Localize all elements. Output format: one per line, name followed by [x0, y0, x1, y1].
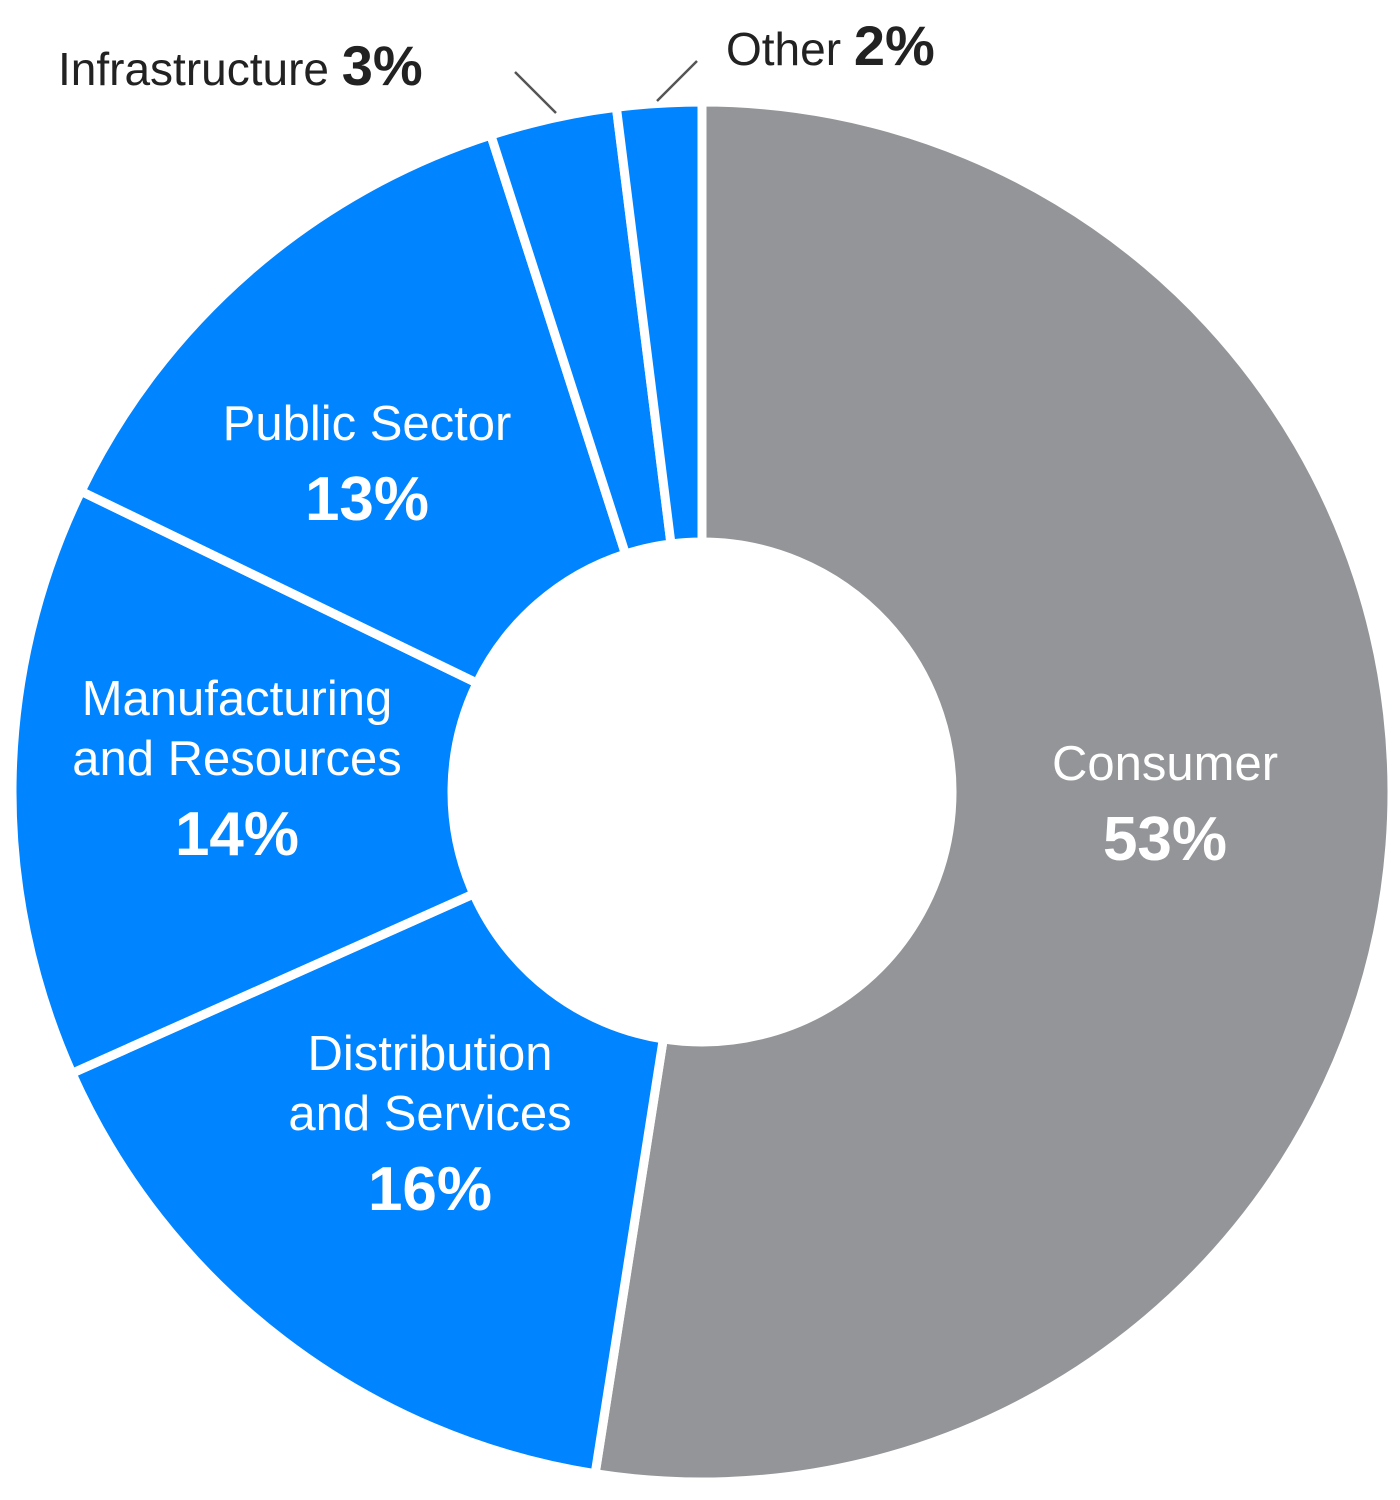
label-consumer: Consumer 53% — [1052, 737, 1278, 874]
leader-line-infrastructure — [514, 71, 557, 114]
leader-line-other — [656, 60, 698, 102]
slice-distribution-and-services — [67, 889, 668, 1479]
slice-consumer — [590, 97, 1397, 1487]
label-consumer-percent: 53% — [1103, 805, 1227, 874]
label-public-sector-name-line: Public Sector — [223, 397, 512, 451]
label-distribution-and-services-name-line: and Services — [288, 1087, 571, 1141]
label-infrastructure-name: Infrastructure — [58, 43, 342, 95]
label-other-name: Other — [726, 23, 854, 75]
label-other: Other 2% — [726, 14, 935, 77]
label-distribution-and-services-percent: 16% — [368, 1155, 492, 1224]
leader-lines-group — [514, 60, 698, 114]
label-infrastructure: Infrastructure 3% — [58, 34, 423, 97]
label-public-sector: Public Sector 13% — [223, 397, 512, 534]
slice-manufacturing-and-resources — [7, 486, 482, 1078]
labels-group: Consumer 53% Distribution and Services 16% Ma… — [58, 14, 1278, 1224]
slices-group — [7, 97, 1397, 1487]
slice-public-sector — [76, 130, 630, 688]
label-manufacturing-and-resources-name-line: and Resources — [72, 732, 402, 786]
label-manufacturing-and-resources: Manufacturing and Resources 14% — [72, 672, 402, 869]
label-other-percent: 2% — [854, 14, 935, 77]
label-consumer-name-line: Consumer — [1052, 737, 1278, 791]
label-manufacturing-and-resources-name-line: Manufacturing — [82, 672, 393, 726]
label-distribution-and-services: Distribution and Services 16% — [288, 1027, 571, 1224]
label-manufacturing-and-resources-percent: 14% — [175, 800, 299, 869]
slice-other — [611, 97, 707, 549]
label-distribution-and-services-name-line: Distribution — [307, 1027, 552, 1081]
label-infrastructure-percent: 3% — [342, 34, 423, 97]
label-public-sector-percent: 13% — [305, 465, 429, 534]
